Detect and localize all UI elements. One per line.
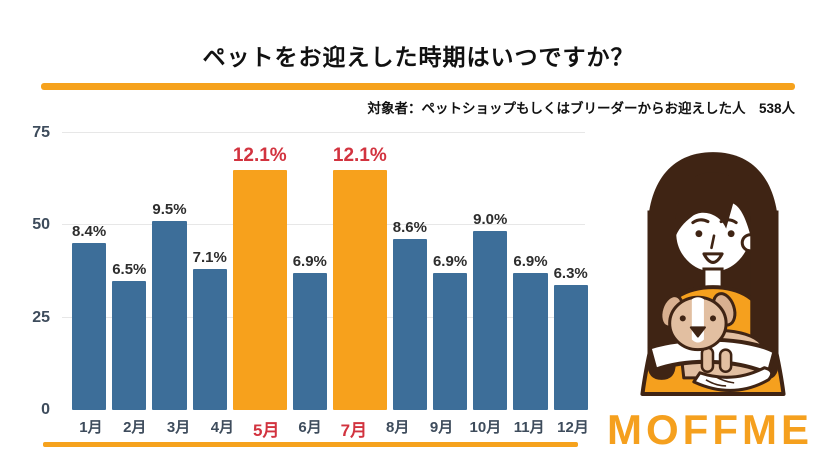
bar-column: 12.1% [332,133,387,410]
bar-column: 7.1% [192,133,227,410]
bar-value-label: 12.1% [232,144,287,166]
bar-column: 9.5% [152,133,187,410]
bar-value-label: 9.5% [152,201,187,219]
bar-column: 8.4% [72,133,107,410]
bar-value-label: 6.9% [513,252,548,270]
x-axis-label: 2月 [123,419,147,436]
bar-value-label: 6.3% [553,264,588,282]
y-axis-tick: 50 [32,216,50,234]
bar [392,239,427,410]
title-underline-rule [41,83,795,90]
bar [332,169,387,410]
dog-paw [718,348,733,374]
dog-nose [689,326,706,338]
x-axis-label: 1月 [79,419,103,436]
hand-finger-lines [705,375,735,387]
bar-column: 9.0% [473,133,508,410]
gridline [62,224,585,226]
y-axis-tick: 75 [32,124,50,141]
y-axis-tick: 0 [41,401,50,418]
hand [692,366,774,392]
nose [710,234,716,250]
bar [553,284,588,410]
y-axis: 0 25 50 75 [18,125,56,418]
mouth [702,252,724,264]
bar-value-label: 9.0% [473,211,508,229]
chart-bottom-rule [43,442,578,447]
x-axis-label: 9月 [429,419,454,436]
bar-value-label: 12.1% [332,144,387,166]
hair-bangs [674,172,752,239]
moffme-logo: MOFFME [607,406,813,453]
bar-column: 8.6% [392,133,427,410]
x-axis-label: 10月 [469,419,502,436]
x-axis-label: 5月 [252,421,280,440]
woman-holding-dog-illustration [640,152,786,396]
hair-strand-right [750,210,779,380]
dog-eye-right [709,315,717,322]
page-title: ペットをお迎えした時期はいつですか？ [202,44,635,70]
bar [152,221,187,410]
hair-strand-left [647,210,676,380]
bar [112,280,147,410]
dog-paw [700,346,715,374]
eye-left [695,230,703,238]
bar [513,272,548,410]
eye-right [727,230,735,238]
bar-column: 6.9% [432,133,468,410]
bar [473,231,508,410]
bar-column: 6.5% [112,133,147,410]
bar-value-label: 6.9% [292,252,327,270]
bar [292,272,327,410]
bar [232,169,287,410]
bar-value-label: 6.9% [432,252,468,270]
chart-subtitle-note: 対象者：ペットショップもしくはブリーダーからお迎えした人 538人 [367,101,795,116]
bars: 8.4% 6.5% 9.5% 7.1% 12.1% 6.9% 12.1% 8.6% 6.9% 9.… [72,133,588,410]
bar-column: 6.9% [513,133,548,410]
bar-value-label: 6.5% [112,260,147,278]
bar-column: 6.9% [292,133,327,410]
bar [432,272,468,410]
bar [192,268,227,410]
bar-chart-plot-area: 8.4% 6.5% 9.5% 7.1% 12.1% 6.9% 12.1% 8.6% 6.9% 9.… [62,132,588,410]
x-axis-label: 4月 [210,419,235,436]
gridline [62,132,585,133]
x-axis-label: 7月 [340,421,368,440]
x-axis-label: 12月 [557,419,589,436]
x-axis-label: 8月 [386,419,410,436]
bar-value-label: 7.1% [192,248,227,266]
x-axis-label: 3月 [166,419,191,436]
x-axis-label: 6月 [298,419,322,436]
eyebrow-left [691,218,710,225]
dog-eye-left [679,315,686,322]
bar-column: 12.1% [232,133,287,410]
bar [72,243,107,410]
x-axis-labels: 1月 2月 3月 4月 5月 6月 7月 8月 9月 10月 11月 12月 [72,416,592,441]
y-axis-tick: 25 [32,308,50,326]
bar-value-label: 8.4% [72,223,107,241]
x-axis-label: 11月 [513,419,545,436]
bar-column: 6.3% [553,133,588,410]
bar-value-label: 8.6% [392,219,427,237]
eyebrow-right [719,218,738,225]
